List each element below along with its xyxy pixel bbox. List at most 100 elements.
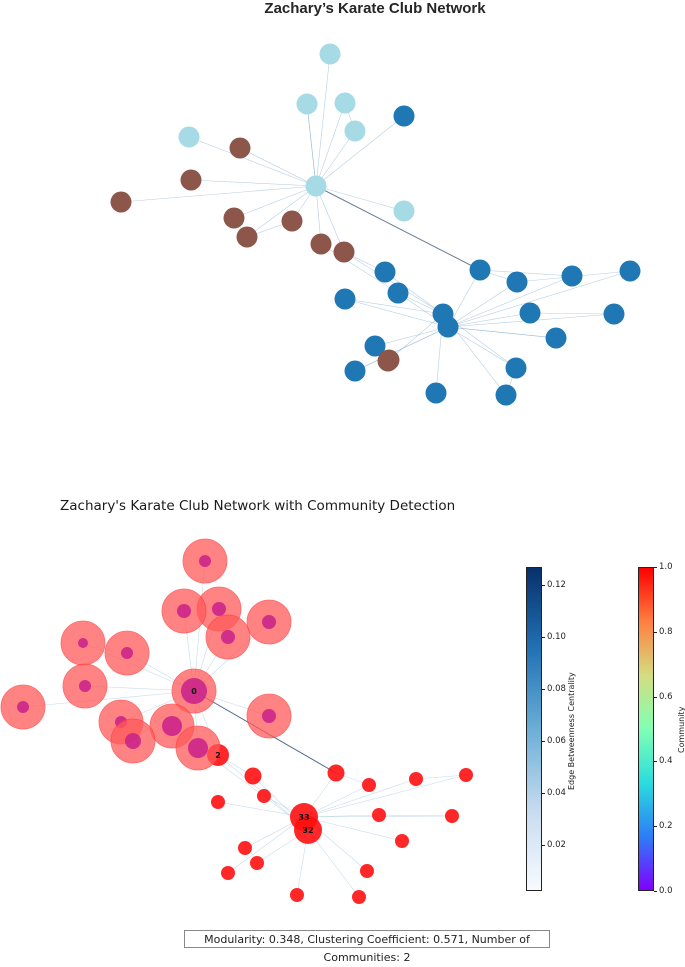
bottom-node	[17, 701, 29, 713]
bottom-node	[262, 615, 276, 629]
top-node	[374, 261, 396, 283]
top-edge	[343, 251, 444, 315]
colorbar-tick-label: 0.0	[659, 886, 673, 896]
top-edge	[529, 312, 615, 315]
top-edge	[246, 185, 317, 238]
top-edge	[384, 271, 444, 315]
bottom-edge	[303, 778, 417, 818]
top-edge	[479, 269, 573, 277]
top-node	[495, 384, 517, 406]
bottom-node	[262, 709, 276, 723]
top-node	[310, 233, 332, 255]
colorbar-tick-label: 1.0	[659, 562, 673, 572]
top-edge	[315, 185, 345, 253]
bottom-node	[257, 789, 271, 803]
bottom-node	[327, 764, 345, 782]
top-node	[178, 126, 200, 148]
colorbar-tick-label: 0.12	[547, 580, 566, 591]
node-label: 2	[215, 751, 221, 760]
bottom-edge	[307, 829, 360, 898]
bottom-node	[445, 809, 459, 823]
top-node	[603, 303, 625, 325]
colorbar-tick	[542, 637, 545, 639]
colorbar-tick-label: 0.02	[547, 840, 566, 851]
top-nodes	[110, 43, 641, 406]
bottom-nodes	[0, 538, 473, 904]
bottom-node	[238, 841, 252, 855]
colorbar-tick	[542, 689, 545, 691]
top-edge	[447, 326, 517, 369]
bottom-node	[250, 856, 264, 870]
chart-2-title: Zachary's Karate Club Network with Commu…	[60, 498, 456, 514]
top-node	[281, 210, 303, 232]
bottom-node	[181, 678, 207, 704]
top-node	[437, 316, 459, 338]
colorbar-tick	[654, 567, 657, 568]
top-node	[296, 93, 318, 115]
edge-betweenness-colorbar	[526, 567, 542, 891]
edge-betweenness-colorbar-label: Edge Betweenness Centrality	[567, 672, 576, 790]
top-edge	[344, 298, 444, 315]
colorbar-tick-label: 0.6	[659, 691, 673, 702]
top-node	[334, 288, 356, 310]
top-edge	[188, 136, 317, 187]
bottom-node	[79, 680, 91, 692]
colorbar-tick	[654, 891, 657, 892]
top-node	[180, 169, 202, 191]
colorbar-tick	[654, 631, 657, 633]
top-edge	[354, 326, 449, 372]
metrics-footer: Modularity: 0.348, Clustering Coefficien…	[184, 930, 550, 964]
top-node	[377, 350, 399, 372]
top-node	[334, 92, 356, 114]
top-edge	[315, 185, 405, 212]
top-edge	[344, 298, 449, 328]
top-node	[505, 357, 527, 379]
top-node	[236, 226, 258, 248]
top-edge	[447, 275, 573, 328]
colorbar-tick	[654, 761, 657, 763]
colorbar-tick-label: 0.4	[659, 756, 673, 767]
colorbar-tick-label: 0.08	[547, 684, 566, 695]
top-node	[561, 265, 583, 287]
node-label: 33	[298, 813, 309, 822]
colorbar-tick-label: 0.10	[547, 632, 566, 643]
node-label: 32	[302, 826, 313, 835]
top-edge	[239, 147, 317, 187]
top-node	[364, 335, 386, 357]
bottom-node	[78, 638, 88, 648]
colorbar-tick	[542, 793, 545, 795]
top-edge	[190, 179, 317, 187]
top-node	[344, 120, 366, 142]
top-node	[110, 191, 132, 213]
network-plot-top	[110, 43, 641, 406]
bottom-edge	[378, 814, 453, 817]
bottom-node	[372, 808, 386, 822]
colorbar-tick	[542, 845, 545, 847]
top-node	[545, 327, 567, 349]
colorbar-tick-label: 0.2	[659, 821, 673, 832]
bottom-node	[211, 795, 225, 809]
bottom-edge	[303, 774, 467, 818]
top-edge	[315, 115, 405, 187]
bottom-node	[212, 602, 226, 616]
top-edge	[447, 269, 481, 328]
top-node	[393, 200, 415, 222]
bottom-node	[125, 733, 141, 749]
bottom-node	[188, 738, 208, 758]
bottom-node	[121, 647, 133, 659]
top-node	[506, 271, 528, 293]
colorbar-tick	[542, 741, 545, 743]
bottom-node	[177, 604, 191, 618]
community-colorbar-label: Community	[677, 706, 685, 753]
bottom-node	[459, 768, 473, 782]
colorbar-tick-label: 0.8	[659, 626, 673, 637]
chart-1-title: Zachary’s Karate Club Network	[264, 0, 486, 17]
top-node	[619, 260, 641, 282]
bottom-node	[199, 555, 211, 567]
top-node	[319, 43, 341, 65]
top-node	[425, 382, 447, 404]
top-node	[333, 241, 355, 263]
bottom-node	[360, 864, 374, 878]
bottom-node	[409, 772, 423, 786]
